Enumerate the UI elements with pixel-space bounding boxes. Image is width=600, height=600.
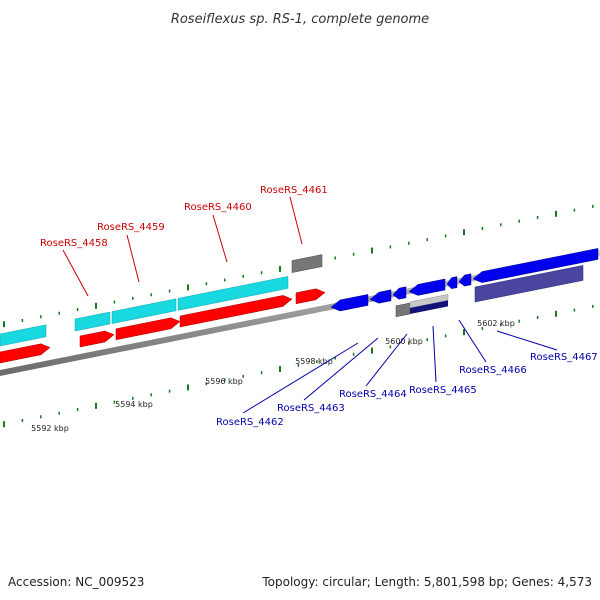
- map-title: Roseiflexus sp. RS-1, complete genome: [171, 12, 429, 27]
- scale-label: 5592 kbp: [31, 424, 69, 433]
- gene-label-RoseRS_4461[interactable]: RoseRS_4461: [260, 185, 328, 196]
- scale-label: 5594 kbp: [115, 400, 153, 409]
- leader-line: [303, 337, 379, 401]
- gene-label-RoseRS_4467[interactable]: RoseRS_4467: [530, 352, 598, 363]
- scale-label: 5602 kbp: [477, 319, 515, 328]
- feature-layer: [0, 248, 599, 364]
- leader-line: [62, 249, 89, 297]
- reverse-cds-arrow[interactable]: [408, 278, 446, 296]
- label-layer: 5592 kbp 5594 kbp 5596 kbp 5598 kbp 5600 kbp…: [31, 185, 598, 433]
- leader-line: [126, 234, 140, 283]
- reverse-cds-arrow[interactable]: [369, 289, 392, 304]
- leader-line: [496, 330, 558, 351]
- reverse-cds-arrow[interactable]: [472, 248, 599, 283]
- topology-label: Topology: circular; Length: 5,801,598 bp…: [261, 575, 592, 589]
- forward-cds-arrow[interactable]: [0, 343, 51, 364]
- scale-label: 5596 kbp: [205, 377, 243, 386]
- forward-cds-arrow[interactable]: [179, 295, 293, 328]
- forward-cds-arrow[interactable]: [295, 288, 326, 305]
- forward-cds-arrow[interactable]: [115, 317, 181, 341]
- gene-label-RoseRS_4466[interactable]: RoseRS_4466: [459, 365, 527, 376]
- gene-label-RoseRS_4460[interactable]: RoseRS_4460: [184, 202, 252, 213]
- reverse-cds-arrow[interactable]: [458, 273, 472, 287]
- reverse-cds-arrow[interactable]: [392, 286, 407, 300]
- scale-label: 5600 kbp: [385, 337, 423, 346]
- forward-cds-arrow[interactable]: [79, 330, 115, 348]
- leader-line: [289, 196, 303, 245]
- forward-gene-block[interactable]: [74, 311, 111, 332]
- reverse-cds-arrow[interactable]: [330, 294, 369, 312]
- leader-line: [212, 214, 228, 263]
- leader-line: [242, 342, 359, 414]
- reverse-cds-arrow[interactable]: [446, 276, 458, 289]
- forward-gene-block[interactable]: [111, 298, 177, 324]
- leader-line: [432, 325, 437, 383]
- leader-line: [365, 333, 408, 387]
- leader-line: [458, 319, 487, 363]
- scale-label: 5598 kbp: [295, 357, 333, 366]
- reverse-pseudogene-block[interactable]: [395, 302, 411, 318]
- accession-label: Accession: NC_009523: [8, 575, 144, 589]
- reverse-gene-block[interactable]: [410, 300, 448, 314]
- gene-label-RoseRS_4463[interactable]: RoseRS_4463: [277, 403, 345, 414]
- reverse-gene-block[interactable]: [474, 265, 584, 303]
- gene-label-RoseRS_4464[interactable]: RoseRS_4464: [339, 389, 407, 400]
- forward-gene-block[interactable]: [177, 276, 289, 311]
- gene-label-RoseRS_4459[interactable]: RoseRS_4459: [97, 222, 165, 233]
- forward-gene-block[interactable]: [0, 324, 47, 347]
- pseudogene-block[interactable]: [291, 254, 323, 273]
- gene-label-RoseRS_4458[interactable]: RoseRS_4458: [40, 238, 108, 249]
- scale-ticks: [3, 204, 594, 428]
- gene-label-RoseRS_4465[interactable]: RoseRS_4465: [409, 385, 477, 396]
- gene-label-RoseRS_4462[interactable]: RoseRS_4462: [216, 417, 284, 428]
